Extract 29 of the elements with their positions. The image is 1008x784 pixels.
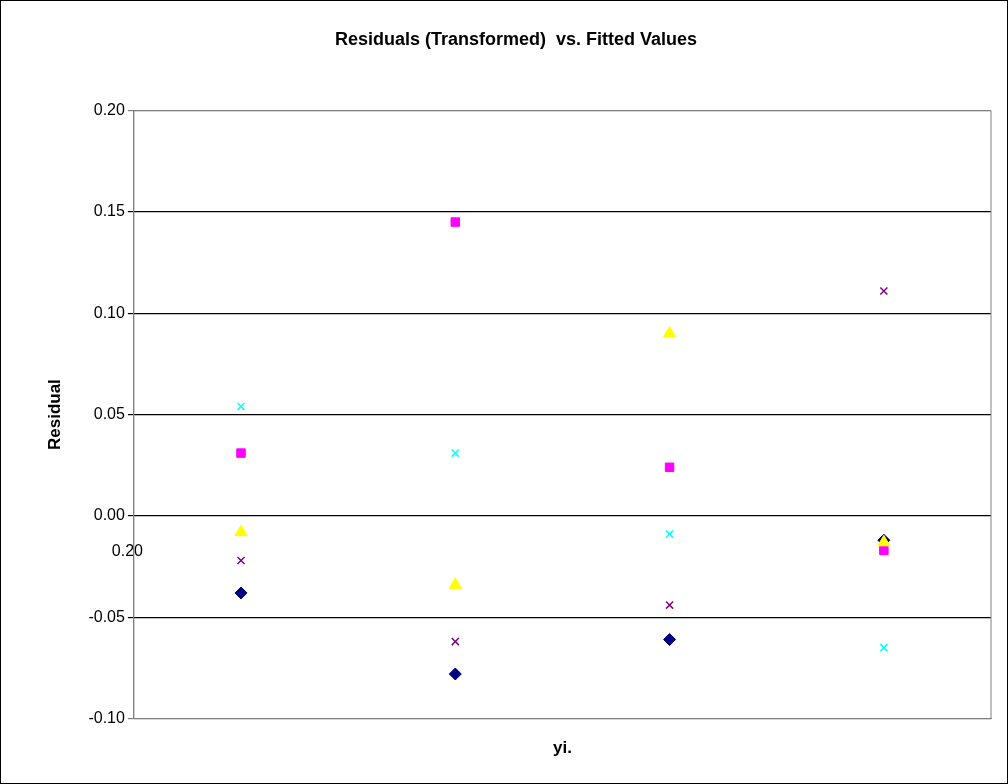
point xyxy=(236,448,246,458)
x-axis-title: yi. xyxy=(552,738,572,758)
point xyxy=(879,545,889,556)
y-tick-label: 0.05 xyxy=(93,405,125,423)
point xyxy=(234,524,248,537)
y-tick-label: -0.10 xyxy=(88,709,125,727)
point xyxy=(234,586,248,600)
y-axis-title: Residual xyxy=(44,379,64,451)
point xyxy=(665,529,674,539)
point xyxy=(450,217,461,227)
y-tick-label: 0.20 xyxy=(93,101,125,119)
point xyxy=(448,577,462,589)
point xyxy=(448,667,462,681)
y-tick-label: 0.10 xyxy=(93,303,125,321)
point xyxy=(451,448,460,458)
chart-title: Residuals (Transformed) vs. Fitted Values xyxy=(334,28,698,49)
point xyxy=(451,637,460,646)
point xyxy=(664,462,675,473)
y-tick-label: 0.15 xyxy=(93,202,125,220)
point xyxy=(879,643,889,652)
point xyxy=(663,633,677,647)
point xyxy=(665,600,674,610)
point xyxy=(879,286,889,296)
point xyxy=(663,326,677,338)
point xyxy=(236,402,246,411)
y-tick-label: 0.00 xyxy=(93,506,125,524)
point xyxy=(236,556,246,565)
y-tick-label: -0.05 xyxy=(88,607,125,625)
annotation: 0.20 xyxy=(111,542,144,560)
